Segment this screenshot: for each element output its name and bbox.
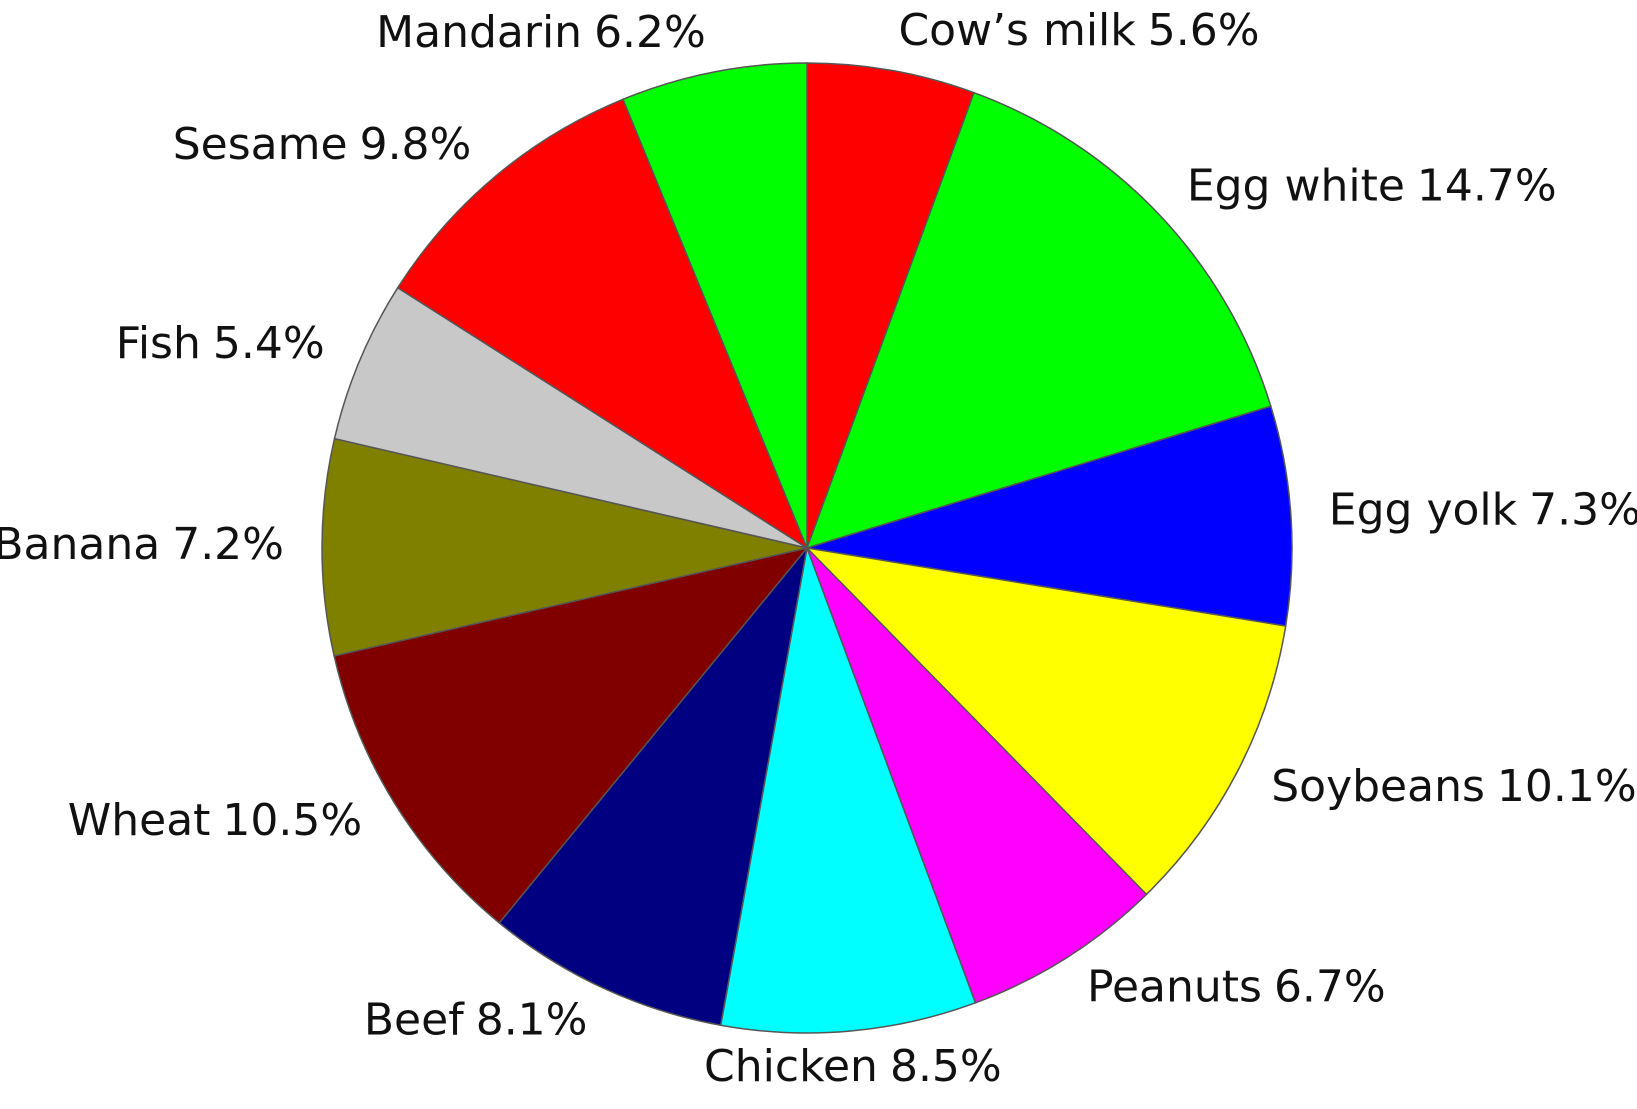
slice-value: 8.5%	[890, 1041, 1002, 1092]
slice-value: 9.8%	[360, 119, 472, 170]
pie-slice	[321, 437, 808, 657]
pie-slice	[804, 546, 1287, 896]
slice-value: 6.2%	[594, 7, 706, 58]
slice-name: Soybeans	[1271, 761, 1485, 812]
slice-name: Chicken	[704, 1041, 878, 1092]
pie-slice	[333, 286, 808, 549]
slice-label: Egg yolk 7.3%	[1329, 485, 1637, 536]
slice-label: Banana 7.2%	[0, 519, 284, 570]
slice-label: Beef 8.1%	[364, 995, 588, 1046]
slice-value: 8.1%	[476, 995, 588, 1046]
pie-slice	[806, 62, 975, 549]
slice-value: 14.7%	[1417, 160, 1557, 211]
slice-label: Wheat 10.5%	[68, 795, 362, 846]
slice-value: 10.1%	[1497, 761, 1637, 812]
slice-name: Cow’s milk	[898, 5, 1136, 56]
slice-name: Fish	[116, 318, 201, 369]
slice-label: Fish 5.4%	[116, 318, 325, 369]
slice-label: Peanuts 6.7%	[1087, 962, 1386, 1013]
slice-value: 7.2%	[172, 519, 284, 570]
slice-name: Peanuts	[1087, 962, 1262, 1013]
slice-name: Sesame	[173, 119, 348, 170]
slice-label: Egg white 14.7%	[1187, 160, 1557, 211]
pie-slice	[719, 545, 977, 1034]
slice-label: Chicken 8.5%	[704, 1041, 1002, 1092]
slice-value: 10.5%	[222, 795, 362, 846]
pie-slice	[622, 62, 808, 549]
slice-label: Sesame 9.8%	[173, 119, 472, 170]
slice-label: Soybeans 10.1%	[1271, 761, 1636, 812]
slice-value: 5.4%	[213, 318, 325, 369]
slice-name: Egg yolk	[1329, 485, 1518, 536]
slice-value: 7.3%	[1529, 485, 1637, 536]
pie-slice	[806, 547, 1148, 1004]
pie-slice	[396, 98, 809, 550]
slice-value: 6.7%	[1274, 962, 1386, 1013]
pie-slice	[333, 546, 809, 924]
slice-name: Egg white	[1187, 160, 1405, 211]
pie-slice	[805, 91, 1272, 550]
slice-value: 5.6%	[1148, 5, 1260, 56]
slice-label: Cow’s milk 5.6%	[898, 5, 1259, 56]
slice-name: Wheat	[68, 795, 211, 846]
slice-name: Mandarin	[376, 7, 582, 58]
pie-slice	[806, 405, 1293, 627]
slice-name: Banana	[0, 519, 160, 570]
slice-name: Beef	[364, 995, 465, 1046]
slice-label: Mandarin 6.2%	[376, 7, 706, 58]
pie-slice	[498, 545, 809, 1027]
